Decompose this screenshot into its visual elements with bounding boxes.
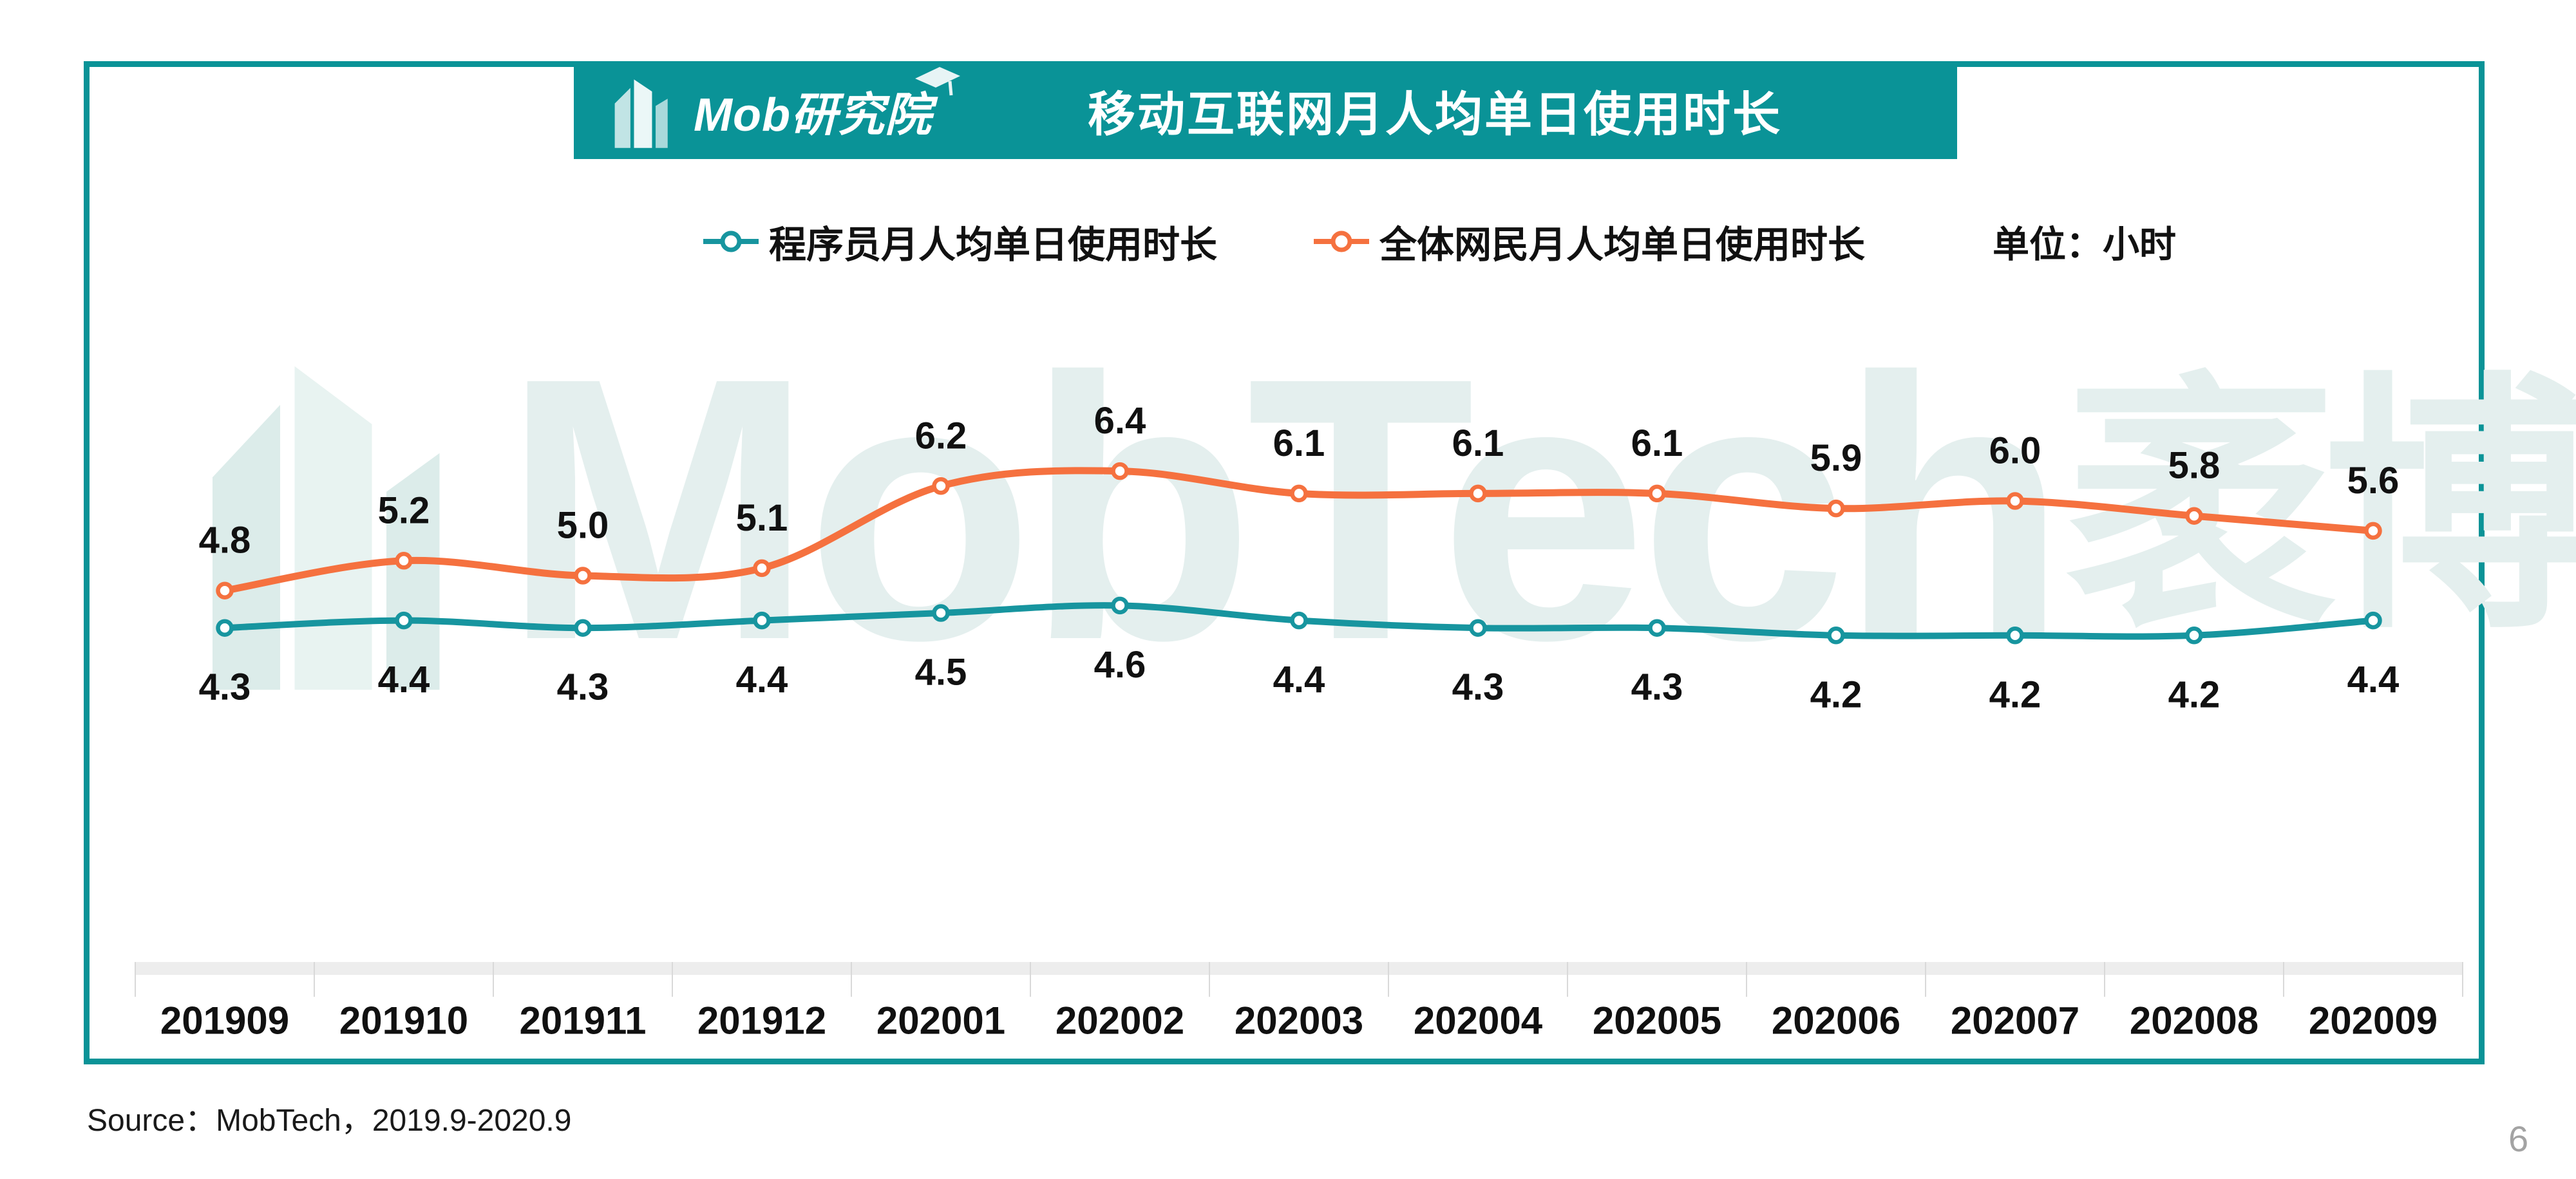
chart-title: 移动互联网月人均单日使用时长 [1087,87,1782,141]
series-0-marker [574,619,592,637]
series-1-marker [1469,484,1487,503]
series-1-marker [2185,507,2203,525]
series-0-marker [1648,619,1666,637]
x-axis-label: 202001 [876,999,1005,1042]
building-logo-icon [614,79,668,148]
brand-logo: Mob研究院 [611,67,960,148]
series-1-marker [574,567,592,585]
series-1-value-label: 5.1 [736,497,788,539]
series-1-marker [216,581,234,599]
series-0-marker [2364,611,2382,630]
series-1-marker [395,552,413,570]
series-0-value-label: 4.4 [736,659,788,701]
series-1-marker [2364,522,2382,540]
unit-label: 单位：小时 [1993,224,2177,265]
series-0-value-label: 4.3 [199,666,251,708]
x-axis-label: 201909 [160,999,289,1042]
page-number: 6 [2508,1118,2529,1159]
x-axis-label: 202007 [1951,999,2079,1042]
legend-marker-programmers [703,231,759,252]
series-1-value-label: 6.1 [1631,422,1683,464]
source-text: Source：MobTech，2019.9-2020.9 [87,1104,572,1138]
series-1-value-label: 5.8 [2168,445,2221,487]
x-axis-label: 202009 [2309,999,2438,1042]
legend-label-all-netizens: 全体网民月人均单日使用时长 [1379,224,1866,266]
series-0-value-label: 4.3 [1452,666,1504,708]
series-0-value-label: 4.4 [1273,659,1325,701]
x-axis-label: 202002 [1056,999,1184,1042]
x-axis-label: 202008 [2130,999,2259,1042]
series-0-value-label: 4.2 [2168,674,2221,715]
series-0-value-label: 4.4 [378,659,430,701]
graduation-cap-icon [914,67,960,96]
x-axis-label: 202003 [1235,999,1363,1042]
series-1-value-label: 5.9 [1810,437,1862,479]
series-0-marker [216,619,234,637]
series-0-marker [932,604,950,622]
series-1-marker [1111,462,1129,480]
series-0-marker [1290,611,1308,630]
series-1-value-label: 6.0 [1989,430,2041,472]
x-axis-label: 202004 [1414,999,1543,1042]
chart-legend: 程序员月人均单日使用时长 全体网民月人均单日使用时长 单位：小时 [703,214,2176,269]
series-1-value-label: 5.2 [378,489,430,531]
x-axis-label: 201911 [520,999,647,1042]
series-0-value-label: 4.3 [1631,666,1683,708]
series-1-value-label: 5.6 [2347,460,2400,502]
series-1-marker [1648,484,1666,503]
series-1-value-label: 6.4 [1094,400,1146,442]
logo-text: Mob研究院 [694,89,932,141]
series-1-marker [2006,492,2024,510]
series-1-marker [932,477,950,495]
series-0-marker [2185,627,2203,645]
series-0-value-label: 4.5 [915,652,967,693]
series-0-marker [395,611,413,630]
series-0-marker [1827,627,1845,645]
series-0-value-label: 4.2 [1989,674,2041,715]
series-0-marker [1111,596,1129,615]
legend-label-programmers: 程序员月人均单日使用时长 [769,224,1218,266]
legend-item-all-netizens: 全体网民月人均单日使用时长 [1314,214,1865,269]
series-1-marker [753,559,771,578]
header-banner: Mob研究院 移动互联网月人均单日使用时长 [574,61,1957,159]
legend-marker-all-netizens [1314,231,1370,252]
series-0-value-label: 4.3 [557,666,609,708]
series-0-marker [753,611,771,630]
series-0-value-label: 4.6 [1094,644,1146,686]
series-1-value-label: 4.8 [199,520,251,561]
x-axis-label: 202005 [1593,999,1721,1042]
x-axis-label: 201910 [339,999,468,1042]
series-0-value-label: 4.2 [1810,674,1862,715]
x-axis-band [135,962,2463,975]
series-0-marker [2006,627,2024,645]
series-0-value-label: 4.4 [2347,659,2400,701]
x-axis-label: 202006 [1772,999,1900,1042]
series-1-value-label: 6.1 [1273,422,1325,464]
series-1-value-label: 6.1 [1452,422,1504,464]
series-1-value-label: 6.2 [915,415,967,457]
series-0-marker [1469,619,1487,637]
x-axis-label: 201912 [697,999,826,1042]
series-1-marker [1827,499,1845,518]
legend-item-programmers: 程序员月人均单日使用时长 [703,214,1217,269]
series-1-value-label: 5.0 [557,505,609,547]
series-1-marker [1290,484,1308,503]
